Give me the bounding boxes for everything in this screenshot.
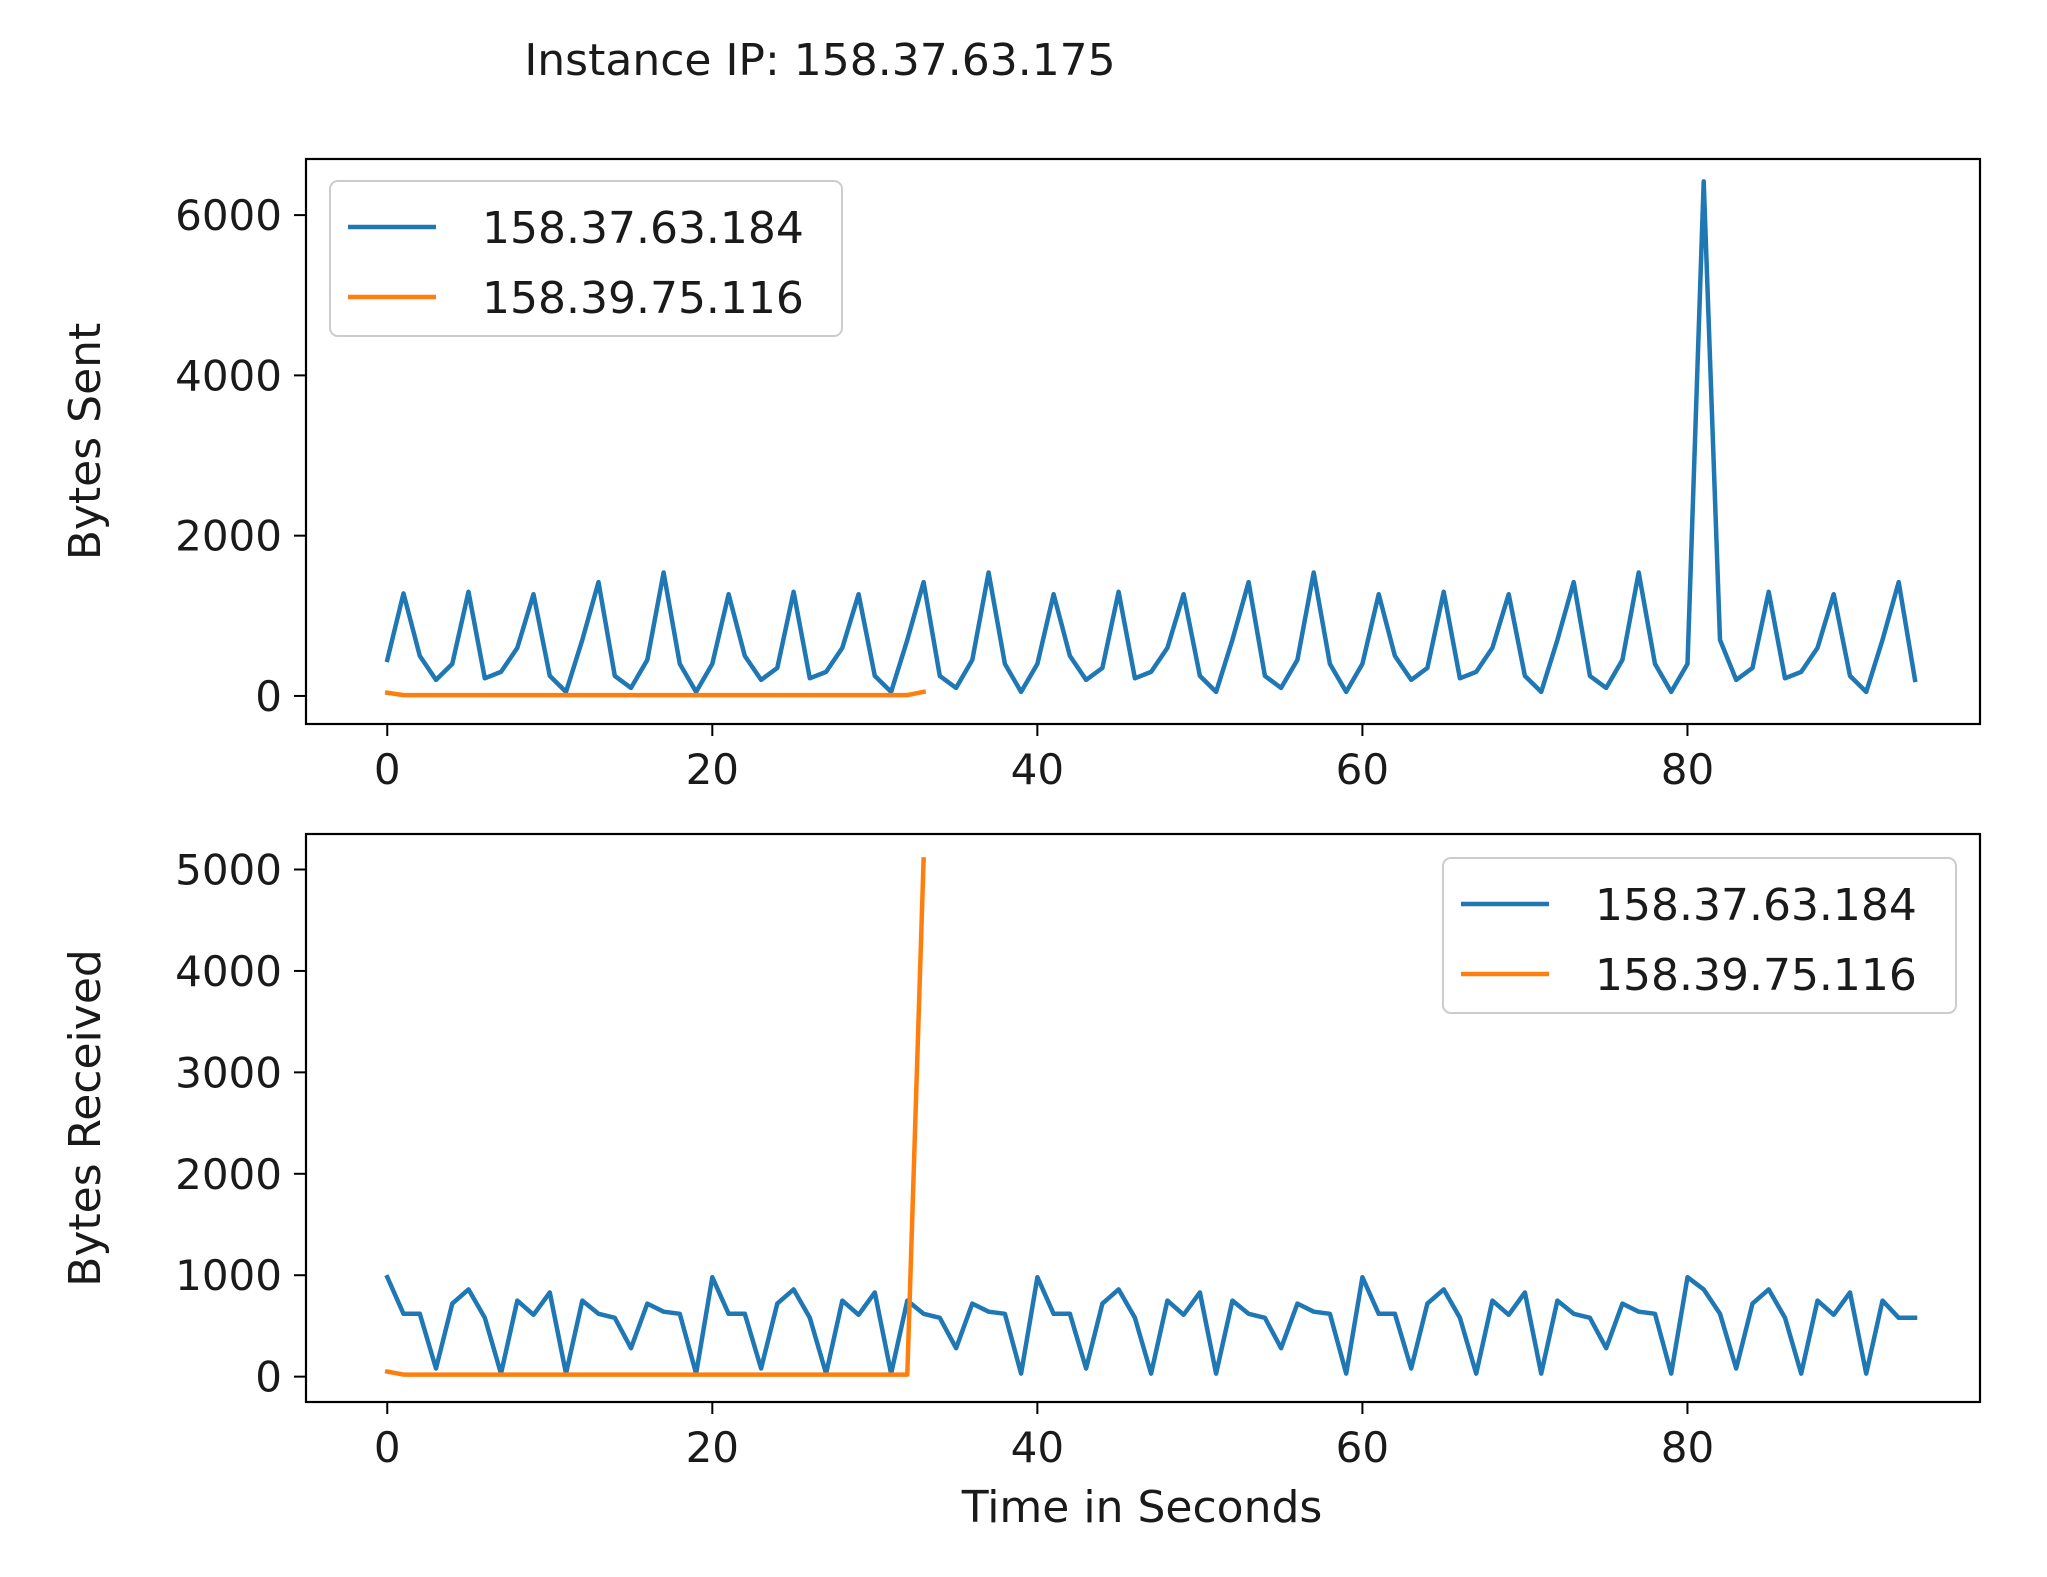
y-tick-label: 2000 [175,512,282,561]
y-tick-label: 5000 [175,846,282,895]
legend-label-2: 158.39.75.116 [482,273,804,324]
y-axis-label: Bytes Sent [60,323,111,561]
legend-label-2: 158.39.75.116 [1595,950,1917,1001]
plot-frame [304,832,1982,1404]
series-line-1 [384,1274,1918,1376]
legend: 158.37.63.184 158.39.75.116 [1442,857,1957,1014]
y-tick-label: 0 [255,1353,282,1402]
x-tick-label: 40 [1011,745,1064,794]
x-tick-label: 40 [1011,1423,1064,1472]
y-tick-label: 6000 [175,191,282,240]
y-tick-label: 4000 [175,947,282,996]
y-tick-label: 3000 [175,1048,282,1097]
x-tick-label: 60 [1336,1423,1389,1472]
plot-frame [304,157,1982,726]
x-tick-label: 20 [686,745,739,794]
figure-suptitle: Instance IP: 158.37.63.175 [524,35,1115,86]
y-tick-label: 2000 [175,1150,282,1199]
y-axis-label: Bytes Received [60,949,111,1287]
legend-label-1: 158.37.63.184 [1595,880,1917,931]
legend: 158.37.63.184 158.39.75.116 [329,180,843,337]
x-tick-label: 0 [374,745,401,794]
x-tick-label: 20 [686,1423,739,1472]
subplot-2: 0 20 40 60 80 0 1000 2000 3000 4000 5000 Bytes Rece… [60,832,1982,1472]
legend-box [1442,857,1957,1014]
y-tick-label: 0 [255,672,282,721]
x-axis-label: Time in Seconds [961,1482,1323,1533]
subplot-1: 0 20 40 60 80 0 2000 4000 6000 Bytes Sent 158.37.6… [60,157,1982,794]
x-tick-label: 80 [1661,745,1714,794]
series-line-2 [384,689,927,698]
series-line-1 [384,179,1918,695]
legend-label-1: 158.37.63.184 [482,203,804,254]
x-tick-label: 60 [1336,745,1389,794]
series-line-2 [384,857,926,1377]
y-tick-label: 1000 [175,1251,282,1300]
x-tick-label: 0 [374,1423,401,1472]
y-tick-label: 4000 [175,351,282,400]
x-tick-label: 80 [1661,1423,1714,1472]
legend-box [329,180,843,337]
